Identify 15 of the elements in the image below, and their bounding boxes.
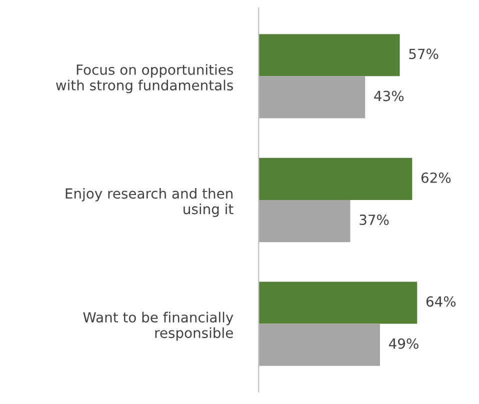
data-label: 43%	[374, 90, 404, 102]
bar	[258, 282, 418, 324]
bar	[258, 324, 380, 366]
bar	[258, 158, 412, 200]
data-label: 57%	[409, 48, 438, 60]
y-tick-label: Want to be financially responsible	[83, 312, 234, 341]
bar	[258, 34, 400, 76]
data-label: 49%	[389, 338, 418, 349]
bar	[258, 200, 350, 242]
data-label: 64%	[426, 296, 456, 307]
bar	[258, 76, 366, 118]
data-label: 37%	[360, 214, 389, 226]
data-label: 62%	[421, 172, 451, 183]
y-tick-label: Enjoy research and then using it	[66, 188, 234, 217]
y-tick-label: Focus on opportunities with strong fundamentals	[56, 64, 233, 94]
